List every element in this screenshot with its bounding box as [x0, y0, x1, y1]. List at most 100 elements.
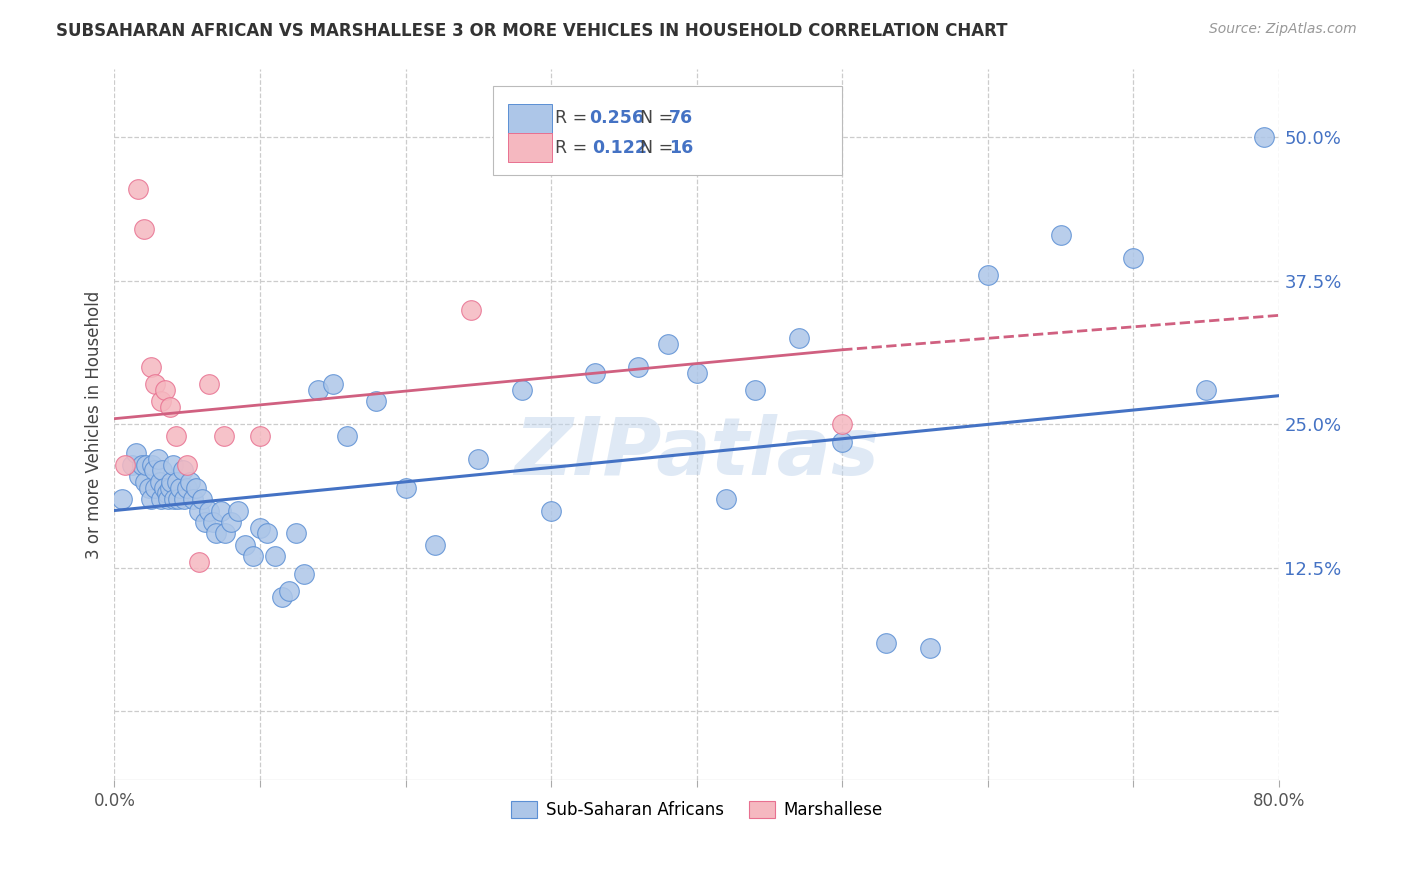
- Point: [394, 481, 416, 495]
- Point: [219, 515, 242, 529]
- Point: [1340, 389, 1362, 403]
- Text: R =: R =: [554, 138, 592, 156]
- Point: [209, 503, 232, 517]
- Point: [190, 491, 212, 506]
- Point: [162, 458, 184, 472]
- Text: SUBSAHARAN AFRICAN VS MARSHALLESE 3 OR MORE VEHICLES IN HOUSEHOLD CORRELATION CH: SUBSAHARAN AFRICAN VS MARSHALLESE 3 OR M…: [56, 22, 1008, 40]
- Text: ZIPatlas: ZIPatlas: [515, 414, 879, 491]
- Point: [159, 481, 181, 495]
- Point: [212, 429, 235, 443]
- Point: [256, 526, 278, 541]
- Point: [150, 394, 173, 409]
- Point: [540, 503, 562, 517]
- Point: [121, 458, 143, 472]
- Point: [187, 555, 209, 569]
- Point: [226, 503, 249, 517]
- Text: N =: N =: [628, 138, 679, 156]
- Point: [1049, 227, 1071, 242]
- Point: [787, 331, 810, 345]
- Point: [831, 417, 853, 432]
- FancyBboxPatch shape: [508, 133, 553, 161]
- Legend: Sub-Saharan Africans, Marshallese: Sub-Saharan Africans, Marshallese: [503, 794, 890, 825]
- Point: [167, 491, 190, 506]
- Point: [176, 481, 198, 495]
- Point: [202, 515, 225, 529]
- Y-axis label: 3 or more Vehicles in Household: 3 or more Vehicles in Household: [86, 290, 103, 558]
- Point: [141, 458, 163, 472]
- Point: [744, 383, 766, 397]
- Point: [627, 359, 650, 374]
- Point: [160, 475, 183, 489]
- Point: [166, 475, 188, 489]
- Point: [263, 549, 285, 564]
- Point: [918, 641, 941, 656]
- Text: 0.122: 0.122: [592, 138, 647, 156]
- Point: [198, 503, 221, 517]
- Point: [214, 526, 236, 541]
- Point: [150, 491, 173, 506]
- Point: [875, 635, 897, 649]
- Point: [153, 481, 176, 495]
- FancyBboxPatch shape: [494, 87, 842, 176]
- Point: [179, 475, 201, 489]
- Point: [242, 549, 264, 564]
- Text: 0.256: 0.256: [589, 109, 644, 127]
- Point: [125, 446, 148, 460]
- Point: [134, 475, 156, 489]
- Point: [152, 463, 174, 477]
- Point: [114, 458, 136, 472]
- Point: [132, 222, 155, 236]
- Point: [127, 182, 149, 196]
- Point: [139, 359, 162, 374]
- Point: [146, 451, 169, 466]
- Point: [322, 377, 344, 392]
- FancyBboxPatch shape: [508, 104, 553, 133]
- Point: [111, 491, 134, 506]
- Point: [685, 366, 707, 380]
- Point: [165, 429, 187, 443]
- Point: [714, 491, 737, 506]
- Point: [156, 486, 179, 500]
- Point: [270, 590, 292, 604]
- Point: [148, 475, 170, 489]
- Point: [173, 491, 195, 506]
- Point: [467, 451, 489, 466]
- Point: [249, 521, 271, 535]
- Point: [278, 583, 301, 598]
- Point: [285, 526, 308, 541]
- Text: 76: 76: [669, 109, 693, 127]
- Point: [831, 434, 853, 449]
- Text: Source: ZipAtlas.com: Source: ZipAtlas.com: [1209, 22, 1357, 37]
- Point: [249, 429, 271, 443]
- Point: [583, 366, 606, 380]
- Point: [143, 377, 166, 392]
- Text: 16: 16: [669, 138, 693, 156]
- Point: [138, 481, 160, 495]
- Point: [187, 503, 209, 517]
- Point: [423, 538, 446, 552]
- Point: [235, 538, 257, 552]
- Point: [155, 383, 177, 397]
- Point: [510, 383, 533, 397]
- Point: [1253, 130, 1275, 145]
- Point: [139, 491, 162, 506]
- Point: [977, 268, 1000, 282]
- Point: [1122, 251, 1144, 265]
- Point: [198, 377, 221, 392]
- Text: N =: N =: [628, 109, 679, 127]
- Point: [181, 491, 204, 506]
- Point: [336, 429, 359, 443]
- Point: [194, 515, 217, 529]
- Point: [366, 394, 388, 409]
- Point: [135, 458, 157, 472]
- Point: [163, 491, 186, 506]
- Point: [142, 463, 165, 477]
- Point: [131, 458, 153, 472]
- Point: [184, 481, 207, 495]
- Point: [205, 526, 228, 541]
- Text: R =: R =: [554, 109, 592, 127]
- Point: [657, 337, 679, 351]
- Point: [460, 302, 482, 317]
- Point: [143, 481, 166, 495]
- Point: [307, 383, 329, 397]
